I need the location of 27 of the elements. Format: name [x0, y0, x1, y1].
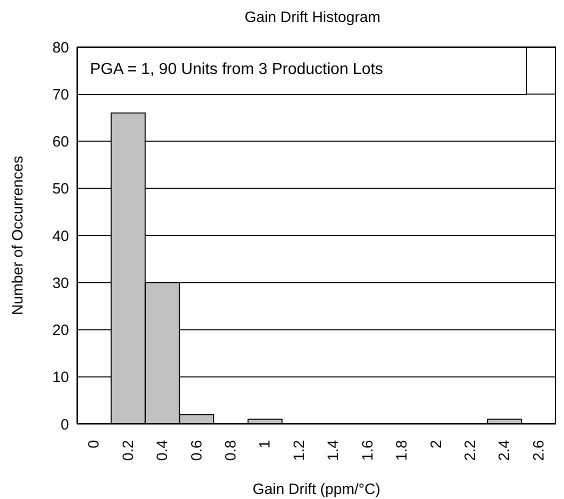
x-tick-label: 1	[256, 440, 274, 448]
x-tick-label: 0.2	[120, 440, 137, 461]
y-tick-label: 80	[52, 39, 69, 56]
chart-title: Gain Drift Histogram	[244, 8, 382, 28]
x-tick-label: 0.8	[222, 440, 240, 461]
x-axis-title: Gain Drift (ppm/°C)	[252, 481, 380, 498]
x-tick-label: 2.4	[496, 440, 514, 461]
y-tick-label: 60	[52, 134, 69, 151]
y-tick-label: 10	[52, 369, 69, 386]
y-tick-label: 30	[52, 274, 69, 292]
x-tick-label: 1.4	[325, 440, 342, 461]
x-tick-label: 1.6	[359, 440, 376, 461]
x-tick-label: 0	[86, 440, 103, 448]
note-box: PGA = 1, 90 Units from 3 Production Lots	[77, 47, 527, 95]
y-tick-label: 70	[52, 86, 69, 104]
y-tick-label: 20	[52, 322, 69, 340]
y-tick-label: 0	[60, 416, 69, 434]
y-tick-label: 40	[52, 228, 69, 245]
y-tick-label: 50	[52, 180, 69, 198]
x-tick-label: 0.4	[154, 440, 172, 461]
y-axis-title: Number of Occurrences	[10, 156, 26, 316]
x-tick-label: 1.2	[290, 440, 308, 461]
x-tick-label: 1.8	[394, 440, 411, 461]
x-tick-label: 0.6	[188, 440, 206, 461]
x-tick-label: 2	[428, 440, 445, 448]
x-tick-label: 2.6	[530, 440, 548, 461]
x-tick-label: 2.2	[462, 440, 479, 461]
